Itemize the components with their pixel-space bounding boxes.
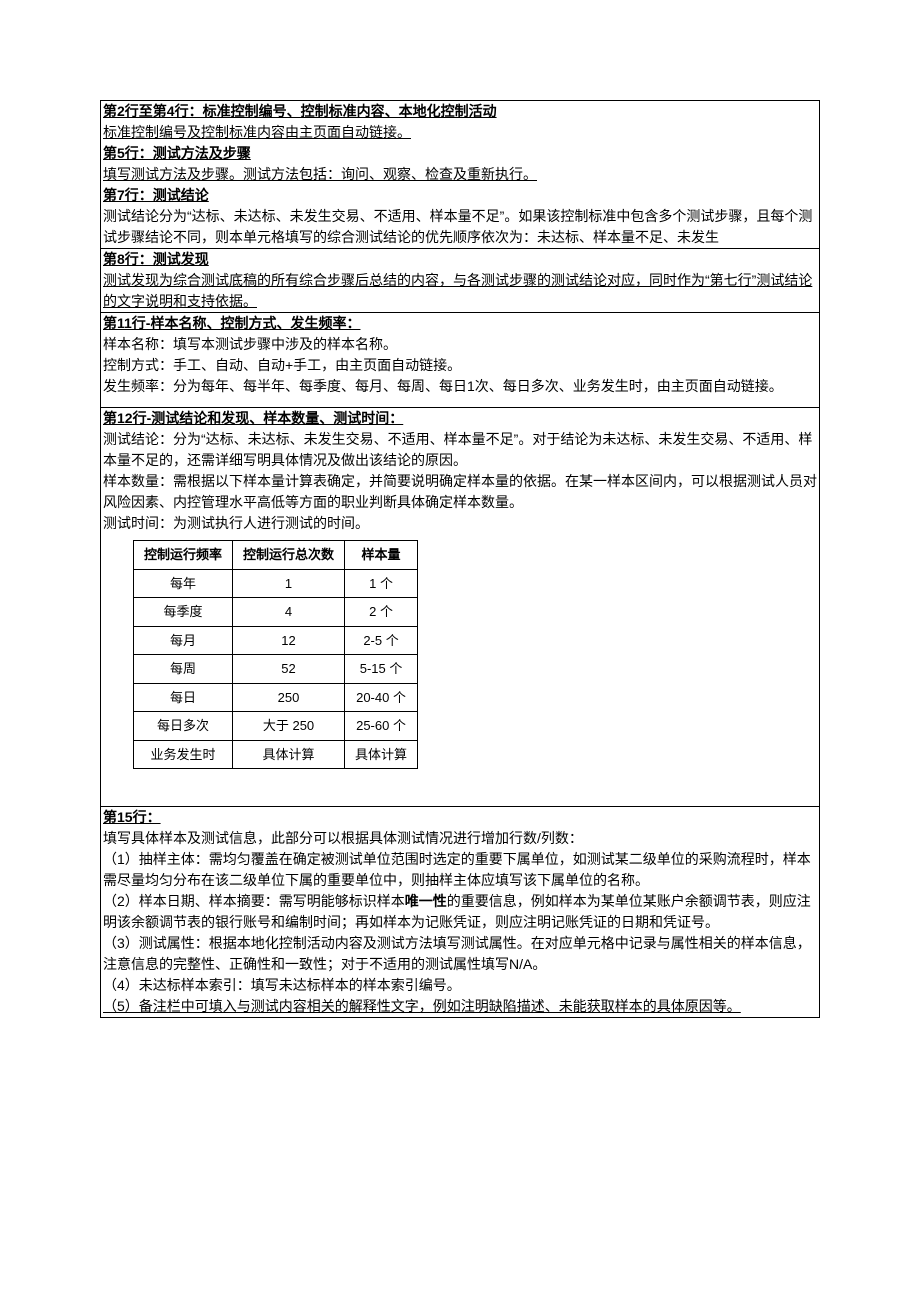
section-content-line: （2）样本日期、样本摘要：需写明能够标识样本唯一性的重要信息，例如样本为某单位某… (103, 893, 811, 930)
table-cell: 25-60 个 (345, 712, 418, 741)
table-header: 样本量 (345, 541, 418, 570)
table-row: 每月 12 2-5 个 (134, 626, 418, 655)
table-cell: 12 (233, 626, 345, 655)
table-row: 每季度 4 2 个 (134, 598, 418, 627)
table-cell: 52 (233, 655, 345, 684)
table-cell: 4 (233, 598, 345, 627)
section-content: 测试结论分为“达标、未达标、未发生交易、不适用、样本量不足”。如果该控制标准中包… (103, 208, 812, 245)
section-row-2-4: 第2行至第4行：标准控制编号、控制标准内容、本地化控制活动 标准控制编号及控制标… (101, 101, 819, 143)
section-row-11: 第11行-样本名称、控制方式、发生频率： 样本名称：填写本测试步骤中涉及的样本名… (101, 313, 819, 408)
table-row: 每周 52 5-15 个 (134, 655, 418, 684)
table-cell: 每年 (134, 569, 233, 598)
text-part: （2）样本日期、样本摘要：需写明能够标识样本 (103, 893, 405, 909)
table-cell: 2-5 个 (345, 626, 418, 655)
section-content-line: （1）抽样主体：需均匀覆盖在确定被测试单位范围时选定的重要下属单位，如测试某二级… (103, 851, 811, 888)
document-page: 第2行至第4行：标准控制编号、控制标准内容、本地化控制活动 标准控制编号及控制标… (50, 0, 870, 1068)
section-content: 填写测试方法及步骤。测试方法包括：询问、观察、检查及重新执行。 (103, 166, 537, 182)
table-cell: 1 (233, 569, 345, 598)
table-row: 每日多次 大于 250 25-60 个 (134, 712, 418, 741)
table-header: 控制运行总次数 (233, 541, 345, 570)
section-content-line: 发生频率：分为每年、每半年、每季度、每月、每周、每日1次、每日多次、业务发生时，… (103, 378, 783, 394)
table-row: 业务发生时 具体计算 具体计算 (134, 740, 418, 769)
section-content: 标准控制编号及控制标准内容由主页面自动链接。 (103, 124, 411, 140)
table-row: 每年 1 1 个 (134, 569, 418, 598)
section-title: 第15行： (103, 809, 161, 825)
table-body: 每年 1 1 个 每季度 4 2 个 每月 12 2-5 个 (134, 569, 418, 769)
section-content-line: （3）测试属性：根据本地化控制活动内容及测试方法填写测试属性。在对应单元格中记录… (103, 935, 811, 972)
section-row-8: 第8行：测试发现 测试发现为综合测试底稿的所有综合步骤后总结的内容，与各测试步骤… (101, 249, 819, 313)
section-title: 第5行：测试方法及步骤 (103, 145, 251, 161)
table-cell: 250 (233, 683, 345, 712)
table-cell: 大于 250 (233, 712, 345, 741)
table-cell: 具体计算 (345, 740, 418, 769)
table-cell: 2 个 (345, 598, 418, 627)
section-content-line: 测试时间：为测试执行人进行测试的时间。 (103, 515, 369, 531)
table-cell: 20-40 个 (345, 683, 418, 712)
section-content-line: 样本数量：需根据以下样本量计算表确定，并简要说明确定样本量的依据。在某一样本区间… (103, 473, 817, 510)
section-row-7: 第7行：测试结论 测试结论分为“达标、未达标、未发生交易、不适用、样本量不足”。… (101, 185, 819, 249)
section-title: 第2行至第4行：标准控制编号、控制标准内容、本地化控制活动 (103, 103, 497, 119)
section-content-line: 控制方式：手工、自动、自动+手工，由主页面自动链接。 (103, 357, 461, 373)
table-cell: 1 个 (345, 569, 418, 598)
section-title: 第8行：测试发现 (103, 251, 209, 267)
section-content-line: 样本名称：填写本测试步骤中涉及的样本名称。 (103, 336, 397, 352)
section-title: 第7行：测试结论 (103, 187, 209, 203)
table-cell: 业务发生时 (134, 740, 233, 769)
table-cell: 5-15 个 (345, 655, 418, 684)
table-row: 每日 250 20-40 个 (134, 683, 418, 712)
section-row-5: 第5行：测试方法及步骤 填写测试方法及步骤。测试方法包括：询问、观察、检查及重新… (101, 143, 819, 185)
section-title: 第12行-测试结论和发现、样本数量、测试时间： (103, 410, 403, 426)
sample-size-table: 控制运行频率 控制运行总次数 样本量 每年 1 1 个 每季度 4 2 个 (133, 540, 418, 769)
section-title: 第11行-样本名称、控制方式、发生频率： (103, 315, 360, 331)
content-box: 第2行至第4行：标准控制编号、控制标准内容、本地化控制活动 标准控制编号及控制标… (100, 100, 820, 1018)
section-row-15: 第15行： 填写具体样本及测试信息，此部分可以根据具体测试情况进行增加行数/列数… (101, 806, 819, 1017)
table-cell: 每季度 (134, 598, 233, 627)
section-content-line: 测试结论：分为“达标、未达标、未发生交易、不适用、样本量不足”。对于结论为未达标… (103, 431, 812, 468)
table-cell: 具体计算 (233, 740, 345, 769)
section-content-line: 填写具体样本及测试信息，此部分可以根据具体测试情况进行增加行数/列数： (103, 830, 583, 846)
section-content: 测试发现为综合测试底稿的所有综合步骤后总结的内容，与各测试步骤的测试结论对应，同… (103, 272, 812, 309)
table-cell: 每日 (134, 683, 233, 712)
table-header: 控制运行频率 (134, 541, 233, 570)
section-row-12: 第12行-测试结论和发现、样本数量、测试时间： 测试结论：分为“达标、未达标、未… (101, 408, 819, 806)
table-cell: 每日多次 (134, 712, 233, 741)
table-cell: 每周 (134, 655, 233, 684)
text-bold: 唯一性 (405, 893, 447, 909)
section-content-line: （5）备注栏中可填入与测试内容相关的解释性文字，例如注明缺陷描述、未能获取样本的… (103, 998, 741, 1014)
table-cell: 每月 (134, 626, 233, 655)
section-content-line: （4）未达标样本索引：填写未达标样本的样本索引编号。 (103, 977, 461, 993)
